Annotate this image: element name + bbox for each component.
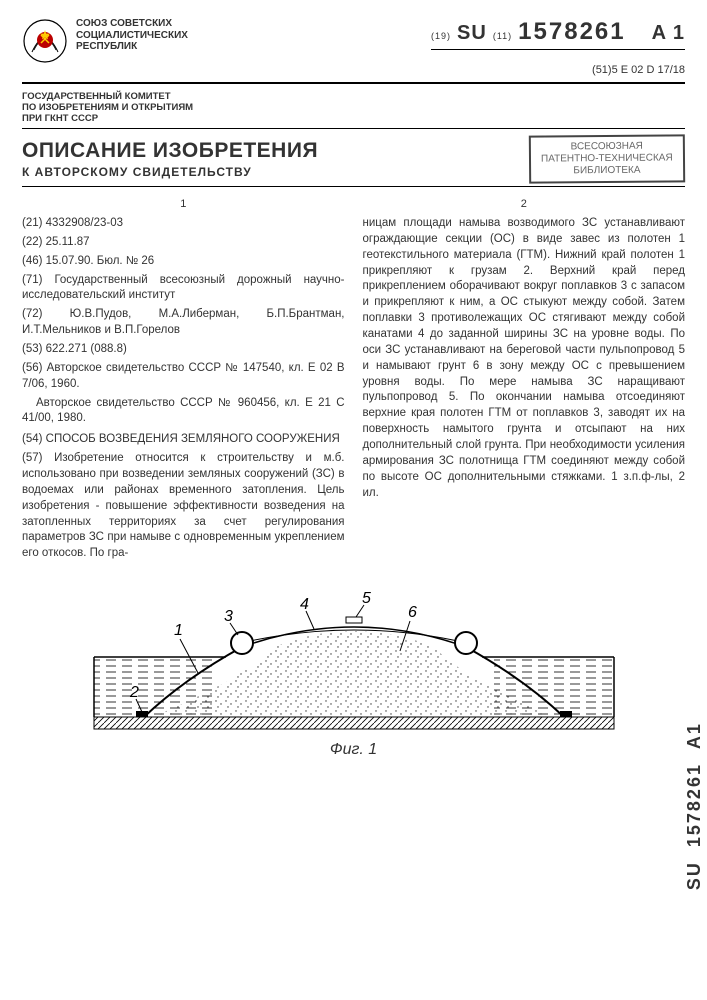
title-sub: К АВТОРСКОМУ СВИДЕТЕЛЬСТВУ	[22, 165, 318, 179]
figure-caption: Фиг. 1	[330, 741, 377, 759]
org-name: СОЮЗ СОВЕТСКИХ СОЦИАЛИСТИЧЕСКИХ РЕСПУБЛИ…	[76, 18, 188, 53]
field-56a: (56) Авторское свидетельство СССР № 1475…	[22, 361, 345, 393]
title-main: ОПИСАНИЕ ИЗОБРЕТЕНИЯ	[22, 139, 318, 163]
doc-kind: A 1	[652, 22, 685, 45]
fig-label-6: 6	[408, 604, 417, 621]
title-row: ОПИСАНИЕ ИЗОБРЕТЕНИЯ К АВТОРСКОМУ СВИДЕТ…	[22, 135, 685, 183]
fig-label-1: 1	[174, 622, 183, 639]
country-code: SU	[457, 22, 487, 45]
ussr-emblem-icon	[22, 18, 68, 64]
field-46: (46) 15.07.90. Бюл. № 26	[22, 254, 345, 270]
body-text: ницам площади намыва возводимого ЗС уста…	[363, 216, 686, 501]
col-number: 2	[363, 197, 686, 212]
divider	[22, 82, 685, 84]
field-21: (21) 4332908/23-03	[22, 216, 345, 232]
header-row: СОЮЗ СОВЕТСКИХ СОЦИАЛИСТИЧЕСКИХ РЕСПУБЛИ…	[22, 18, 685, 76]
fig-label-2: 2	[129, 684, 139, 701]
field-54: (54) СПОСОБ ВОЗВЕДЕНИЯ ЗЕМЛЯНОГО СООРУЖЕ…	[22, 432, 345, 448]
page-root: СОЮЗ СОВЕТСКИХ СОЦИАЛИСТИЧЕСКИХ РЕСПУБЛИ…	[0, 0, 707, 1000]
field-56b: Авторское свидетельство СССР № 960456, к…	[22, 396, 345, 428]
library-stamp: ВСЕСОЮЗНАЯ ПАТЕНТНО-ТЕХНИЧЕСКАЯ БИБЛИОТЕ…	[529, 134, 685, 183]
field-57: (57) Изобретение относится к строительст…	[22, 451, 345, 562]
ipc-code: (51)5 E 02 D 17/18	[431, 64, 685, 76]
doc-codes: (19) SU (11) 1578261 A 1 (51)5 E 02 D 17…	[431, 18, 685, 76]
code-prefix-19: (19)	[431, 31, 451, 41]
field-72: (72) Ю.В.Пудов, М.А.Либерман, Б.П.Брантм…	[22, 307, 345, 339]
fig-label-4: 4	[300, 596, 309, 613]
committee-name: ГОСУДАРСТВЕННЫЙ КОМИТЕТ ПО ИЗОБРЕТЕНИЯМ …	[22, 92, 685, 125]
divider	[22, 186, 685, 187]
field-22: (22) 25.11.87	[22, 235, 345, 251]
code-prefix-11: (11)	[493, 31, 512, 41]
column-2: 2 ницам площади намыва возводимого ЗС ус…	[363, 197, 686, 565]
field-71: (71) Государственный всесоюзный дорожный…	[22, 273, 345, 305]
col-number: 1	[22, 197, 345, 212]
doc-number: 1578261	[518, 18, 625, 46]
field-53: (53) 622.271 (088.8)	[22, 342, 345, 358]
fig-label-5: 5	[362, 590, 371, 607]
divider	[22, 128, 685, 129]
fig-label-3: 3	[224, 608, 233, 625]
body-columns: 1 (21) 4332908/23-03 (22) 25.11.87 (46) …	[22, 197, 685, 565]
side-doc-code: SU 1578261 A1	[684, 722, 705, 890]
figure-1: 1 2 3 4 5 6 Фиг. 1	[22, 579, 685, 759]
column-1: 1 (21) 4332908/23-03 (22) 25.11.87 (46) …	[22, 197, 345, 565]
